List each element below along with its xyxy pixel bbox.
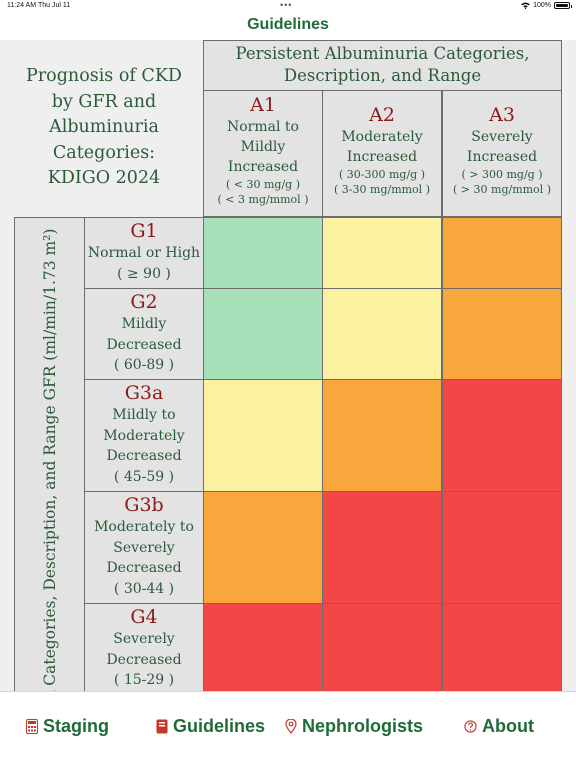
column-desc: Severely [471, 129, 533, 145]
risk-cell-g3a-a2[interactable] [322, 379, 442, 492]
risk-cell-g1-a1[interactable] [203, 217, 323, 289]
row-range: ( ≥ 90 ) [117, 265, 171, 282]
column-desc: Increased [466, 149, 538, 165]
column-desc: Moderately [341, 129, 423, 145]
tab-label: About [482, 715, 534, 736]
tab-label: Nephrologists [302, 715, 424, 736]
battery-percent: 100% [533, 2, 551, 9]
row-desc: Moderately [103, 427, 185, 444]
book-icon [156, 719, 168, 733]
row-range: ( 30-44 ) [113, 580, 175, 597]
row-header-g4: G4 Severely Decreased ( 15-29 ) [84, 603, 204, 691]
column-desc: Mildly [240, 139, 286, 155]
question-circle-icon [464, 719, 477, 733]
row-code: G4 [130, 606, 158, 628]
battery-icon [554, 2, 572, 9]
row-desc: Severely [113, 631, 175, 647]
column-header-a1: A1 Normal to Mildly Increased ( < 30 mg/… [203, 90, 323, 217]
risk-cell-g3b-a1[interactable] [203, 491, 323, 604]
risk-cell-g2-a3[interactable] [442, 288, 562, 380]
risk-cell-g3b-a3[interactable] [442, 491, 562, 604]
navigation-bar: Guidelines [0, 14, 576, 40]
status-bar: 11:24 AM Thu Jul 11 ••• 100% [0, 0, 576, 14]
row-code: G3b [124, 494, 164, 516]
albuminuria-header-line: Persistent Albuminuria Categories, [235, 44, 530, 63]
row-header-g3b: G3b Moderately to Severely Decreased ( 3… [84, 491, 204, 604]
column-header-a3: A3 Severely Increased ( > 300 mg/g ) ( >… [442, 90, 562, 217]
gfr-category-header: GFR Categories, Description, and Range G… [14, 217, 85, 691]
row-header-g1: G1 Normal or High ( ≥ 90 ) [84, 217, 204, 289]
column-range: ( < 3 mg/mmol ) [217, 193, 309, 206]
risk-cell-g4-a3[interactable] [442, 603, 562, 691]
calculator-icon [26, 718, 38, 734]
tab-bar: Staging Guidelines Nephrologists About [0, 691, 576, 768]
tab-nephrologists[interactable]: Nephrologists [285, 714, 423, 738]
risk-cell-g4-a1[interactable] [203, 603, 323, 691]
row-code: G1 [130, 220, 158, 242]
page-title: Guidelines [247, 16, 329, 33]
kdigo-grid[interactable]: Prognosis of CKD by GFR and Albuminuria … [0, 40, 576, 691]
grid-title-line: KDIGO 2024 [47, 168, 161, 188]
status-date: Thu Jul 11 [38, 2, 71, 9]
risk-cell-g4-a2[interactable] [322, 603, 442, 691]
row-range: ( 60-89 ) [113, 357, 175, 373]
row-code: G3a [124, 382, 164, 404]
risk-cell-g3b-a2[interactable] [322, 491, 442, 604]
row-desc: Decreased [106, 448, 182, 464]
row-desc: Severely [113, 539, 175, 556]
column-code: A1 [250, 94, 276, 116]
tab-about[interactable]: About [464, 714, 534, 738]
column-header-a2: A2 Moderately Increased ( 30-300 mg/g ) … [322, 90, 442, 217]
albuminuria-header: Persistent Albuminuria Categories, Descr… [203, 40, 562, 91]
albuminuria-header-line: Description, and Range [283, 66, 482, 85]
row-desc: Decreased [106, 336, 182, 353]
column-range: ( < 30 mg/g ) [225, 178, 300, 191]
column-desc: Normal to [227, 119, 299, 135]
multitasking-dots-icon[interactable]: ••• [280, 0, 293, 10]
column-range: ( > 30 mg/mmol ) [453, 183, 551, 196]
row-header-g3a: G3a Mildly to Moderately Decreased ( 45-… [84, 379, 204, 492]
column-desc: Increased [227, 159, 299, 175]
row-desc: Decreased [106, 560, 182, 576]
grid-title-line: Categories: [52, 142, 156, 163]
row-desc: Moderately to [94, 519, 194, 535]
row-code: G2 [130, 291, 158, 313]
row-desc: Normal or High [87, 245, 201, 261]
tab-label: Guidelines [173, 715, 266, 736]
row-desc: Mildly [121, 316, 167, 332]
grid-title: Prognosis of CKD by GFR and Albuminuria … [14, 64, 194, 192]
risk-cell-g1-a2[interactable] [322, 217, 442, 289]
row-desc: Mildly to [112, 407, 176, 423]
column-range: ( 3-30 mg/mmol ) [334, 183, 430, 196]
grid-title-line: by GFR and [51, 91, 157, 112]
column-desc: Increased [346, 149, 418, 165]
risk-cell-g2-a2[interactable] [322, 288, 442, 380]
risk-cell-g3a-a1[interactable] [203, 379, 323, 492]
column-code: A3 [489, 104, 515, 126]
row-range: ( 45-59 ) [113, 468, 175, 485]
column-range: ( 30-300 mg/g ) [338, 168, 425, 181]
column-code: A2 [369, 104, 395, 126]
gfr-category-label: GFR Categories, Description, and Range G… [40, 228, 59, 691]
tab-staging[interactable]: Staging [26, 714, 109, 738]
tab-label: Staging [43, 715, 109, 736]
grid-title-line: Albuminuria [49, 117, 159, 137]
column-range: ( > 300 mg/g ) [461, 168, 543, 181]
wifi-icon [521, 2, 530, 9]
status-indicators: 100% [521, 2, 572, 9]
row-range: ( 15-29 ) [113, 672, 175, 688]
risk-cell-g3a-a3[interactable] [442, 379, 562, 492]
row-header-g2: G2 Mildly Decreased ( 60-89 ) [84, 288, 204, 380]
row-desc: Decreased [106, 651, 182, 668]
grid-title-line: Prognosis of CKD [26, 66, 182, 86]
risk-cell-g2-a1[interactable] [203, 288, 323, 380]
location-pin-icon [285, 718, 297, 734]
risk-cell-g1-a3[interactable] [442, 217, 562, 289]
status-time: 11:24 AM [7, 2, 37, 9]
tab-guidelines[interactable]: Guidelines [156, 714, 265, 738]
